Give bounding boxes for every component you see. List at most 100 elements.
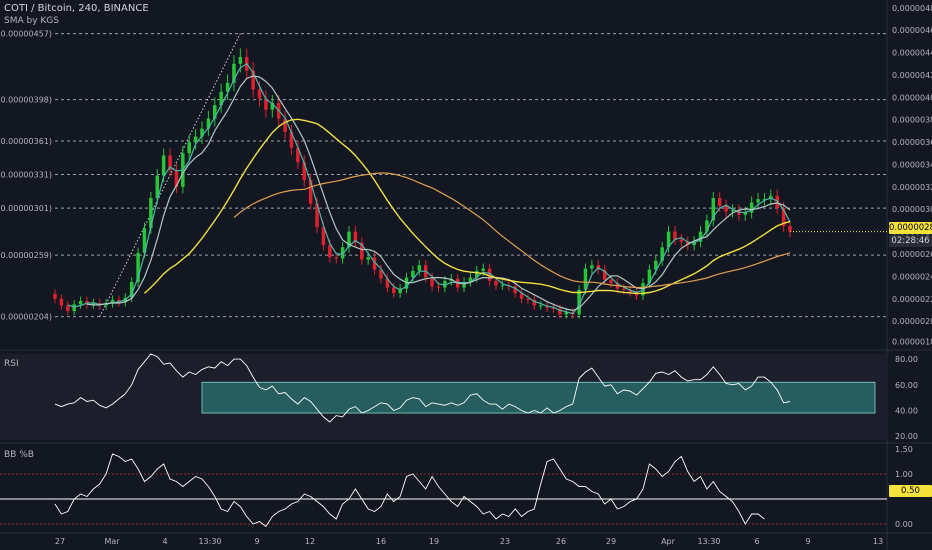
rsi-line [54,353,791,423]
candle-body [59,298,64,306]
candle-body [494,280,498,286]
candle-body [577,289,581,315]
candle-body [551,307,556,309]
candle-body [743,212,748,215]
y-tick-label: 0.00000320 [892,183,932,192]
y-tick-label: 0.00000340 [892,160,932,169]
candle-body [711,198,716,221]
candle-body [155,175,160,199]
candle-body [526,298,530,300]
candle-body [583,268,588,290]
candle-body [213,105,217,119]
y-tick-label: 0.00000260 [892,250,932,259]
bb-tick-label: 1.50 [895,445,913,454]
candle-body [308,180,313,204]
y-tick-label: 0.00000300 [892,205,932,214]
y-tick-label: 0.00000380 [892,116,932,125]
candle-body [475,270,479,278]
rsi-tick-label: 20.00 [895,432,918,441]
candle-body [238,57,243,64]
candle-body [673,231,677,240]
candle-body [519,293,524,299]
candle-body [200,128,204,137]
candle-body [513,286,517,294]
countdown-tag: 02:28:46 [889,235,932,247]
candle-body [417,265,422,271]
candle-body [129,281,134,298]
rsi-tick-label: 40.00 [895,406,918,415]
candle-body [411,270,415,278]
candle-body [705,220,709,232]
x-tick-label: 4 [162,537,167,546]
x-tick-label: 9 [254,537,259,546]
candle-body [174,170,179,187]
candle-body [257,89,262,99]
candle-body [347,231,351,248]
x-tick-label: 13 [873,537,883,546]
candle-body [187,142,191,154]
candle-body [219,91,223,106]
rsi-label: RSI [4,359,19,369]
y-tick-label: 0.00000360 [892,138,932,147]
candle-body [698,231,703,242]
candle-body [264,98,268,110]
candle-body [340,247,345,259]
rsi-tick-label: 60.00 [895,381,918,390]
candle-body [72,304,76,312]
candle-body [538,305,543,307]
candle-body [232,63,236,83]
candle-body [110,299,115,304]
candle-body [391,287,396,294]
sma-slow-line [144,118,791,295]
y-tick-label: 0.00000182 [892,337,932,346]
last-price-tag: 0.00000280 [889,222,932,234]
candle-body [730,210,735,212]
candle-body [360,242,364,260]
candle-body [302,162,307,181]
fib-level-label: 0(0.00000457) [0,30,52,39]
candle-body [564,312,569,315]
candle-body [628,289,632,293]
sma-mid-line [86,75,791,312]
candle-body [296,147,300,163]
x-tick-label: Mar [104,537,120,546]
x-tick-label: 27 [55,537,65,546]
candle-body [53,293,57,299]
candle-body [500,285,505,287]
x-tick-label: 23 [500,537,510,546]
fib-level-label: 0.618(0.00000301) [0,204,52,213]
bb-value-tag: 0.50 [889,485,932,497]
candle-body [136,252,140,282]
x-tick-label: 19 [429,537,439,546]
candle-body [666,231,671,248]
candle-body [756,199,760,203]
candle-body [283,118,287,133]
candle-body [270,102,275,110]
candle-body [161,155,166,176]
candle-body [206,118,211,129]
candle-body [91,303,96,305]
candle-body [590,265,594,269]
candle-body [66,305,70,312]
candle-body [781,208,786,227]
candle-body [315,203,319,228]
candle-body [149,198,153,229]
candle-body [487,268,492,281]
y-tick-label: 0.00000200 [892,317,932,326]
candle-body [366,257,370,260]
candle-body [385,278,390,288]
candle-body [251,70,255,90]
candle-body [468,277,473,282]
y-tick-label: 0.00000460 [892,26,932,35]
chart-title: COTI / Bitcoin, 240, BINANCE [4,3,149,14]
candle-body [225,82,230,92]
x-tick-label: 9 [805,537,810,546]
bb-tick-label: 1.00 [895,470,913,479]
candle-body [609,279,613,284]
candle-body [436,286,441,288]
x-tick-label: Apr [661,537,676,546]
y-tick-label: 0.00000440 [892,49,932,58]
candle-body [353,231,358,243]
bb-tick-label: 0.00 [895,520,913,529]
